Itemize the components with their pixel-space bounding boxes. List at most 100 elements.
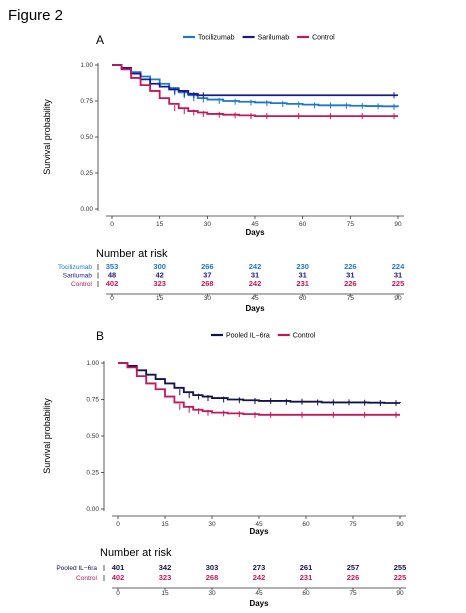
risk-value: 48 <box>108 271 116 280</box>
risk-value: 31 <box>251 271 259 280</box>
x-tick-label: 30 <box>204 221 212 228</box>
x-tick-label: 15 <box>161 521 169 528</box>
panel-b-survival-chart: B Pooled IL−6ra Control 0.00 0.25 0.50 0.75 1.0… <box>42 329 406 608</box>
risk-value: 257 <box>347 563 360 572</box>
legend-entry: Control <box>293 333 316 340</box>
series-line <box>118 362 401 404</box>
risk-value: 300 <box>153 262 166 271</box>
risk-value: 323 <box>153 279 166 288</box>
legend-entry: Sarilumab <box>258 35 290 42</box>
panel-a-survival-chart: A Tocilizumab Sarilumab Control0.000.250.50… <box>42 33 405 313</box>
series-line <box>112 64 398 118</box>
risk-value: 255 <box>394 563 407 572</box>
risk-value: 242 <box>249 262 262 271</box>
y-tick-label: 0.00 <box>80 206 93 213</box>
risk-value: 225 <box>392 279 405 288</box>
risk-value: 42 <box>155 271 163 280</box>
risk-x-tick-label: 15 <box>161 590 169 597</box>
y-axis-label: Survival probability <box>42 99 52 175</box>
figure-title: Figure 2 <box>8 7 63 24</box>
risk-value: 401 <box>112 563 125 572</box>
risk-value: 342 <box>159 563 172 572</box>
risk-x-tick-label: 15 <box>156 295 164 302</box>
x-axis-label: Days <box>249 527 269 536</box>
x-tick-label: 0 <box>116 521 120 528</box>
risk-value: 303 <box>206 563 219 572</box>
risk-x-tick-label: 75 <box>347 295 355 302</box>
risk-value: 261 <box>300 563 313 572</box>
risk-value: 31 <box>346 271 354 280</box>
risk-x-tick-label: 0 <box>110 295 114 302</box>
legend-entry: Tocilizumab <box>198 35 235 42</box>
risk-x-tick-label: 45 <box>255 590 263 597</box>
x-tick-label: 15 <box>156 221 164 228</box>
risk-x-tick-label: 30 <box>204 295 212 302</box>
risk-table-title: Number at risk <box>100 547 172 559</box>
x-tick-label: 45 <box>251 221 259 228</box>
risk-value: 224 <box>392 262 405 271</box>
y-tick-label: 0.50 <box>86 433 99 440</box>
panel-label: B <box>96 329 104 343</box>
risk-value: 37 <box>203 271 211 280</box>
x-tick-label: 30 <box>208 521 216 528</box>
risk-value: 231 <box>296 279 309 288</box>
risk-value: 230 <box>296 262 309 271</box>
y-axis-label: Survival probability <box>42 398 52 474</box>
risk-value: 226 <box>347 573 360 582</box>
risk-value: 226 <box>344 279 357 288</box>
y-tick-label: 1.00 <box>80 62 93 69</box>
risk-x-tick-label: 30 <box>208 590 216 597</box>
y-tick-label: 0.00 <box>86 506 99 513</box>
series-line <box>112 64 399 108</box>
risk-value: 242 <box>253 573 266 582</box>
risk-x-tick-label: 45 <box>251 295 259 302</box>
legend-entry: Control <box>312 35 335 42</box>
y-tick-label: 0.50 <box>80 134 93 141</box>
panel-label: A <box>96 33 104 47</box>
risk-row-name: Control <box>76 575 98 582</box>
risk-x-axis-label: Days <box>245 304 265 313</box>
risk-value: 402 <box>112 573 125 582</box>
x-axis-label: Days <box>245 228 265 237</box>
risk-x-axis-label: Days <box>249 599 269 608</box>
risk-row-name: Pooled IL−6ra <box>56 565 97 572</box>
x-tick-label: 45 <box>255 521 263 528</box>
risk-value: 225 <box>394 573 407 582</box>
risk-value: 273 <box>253 563 266 572</box>
risk-value: 31 <box>298 271 306 280</box>
y-tick-label: 1.00 <box>86 360 99 367</box>
risk-value: 226 <box>344 262 357 271</box>
risk-value: 266 <box>201 262 214 271</box>
y-tick-label: 0.75 <box>86 397 99 404</box>
y-tick-label: 0.75 <box>80 98 93 105</box>
risk-value: 402 <box>106 279 119 288</box>
risk-value: 31 <box>394 271 402 280</box>
risk-row-name: Tocilizumab <box>58 264 92 271</box>
risk-value: 268 <box>201 279 214 288</box>
risk-value: 268 <box>206 573 219 582</box>
risk-row-name: Control <box>71 281 93 288</box>
risk-row-name: Sarilumab <box>63 273 93 280</box>
x-tick-label: 75 <box>347 221 355 228</box>
x-tick-label: 60 <box>299 221 307 228</box>
risk-value: 242 <box>249 279 262 288</box>
series-line <box>118 362 400 416</box>
y-tick-label: 0.25 <box>80 170 93 177</box>
x-tick-label: 0 <box>110 221 114 228</box>
risk-value: 353 <box>106 262 119 271</box>
risk-value: 231 <box>300 573 313 582</box>
risk-x-tick-label: 90 <box>394 295 402 302</box>
risk-x-tick-label: 0 <box>116 590 120 597</box>
x-tick-label: 75 <box>349 521 357 528</box>
y-tick-label: 0.25 <box>86 470 99 477</box>
risk-x-tick-label: 60 <box>302 590 310 597</box>
x-tick-label: 90 <box>396 521 404 528</box>
risk-table-title: Number at risk <box>96 248 168 260</box>
x-tick-label: 60 <box>302 521 310 528</box>
risk-value: 323 <box>159 573 172 582</box>
risk-x-tick-label: 75 <box>349 590 357 597</box>
risk-x-tick-label: 90 <box>396 590 404 597</box>
x-tick-label: 90 <box>394 221 402 228</box>
risk-x-tick-label: 60 <box>299 295 307 302</box>
